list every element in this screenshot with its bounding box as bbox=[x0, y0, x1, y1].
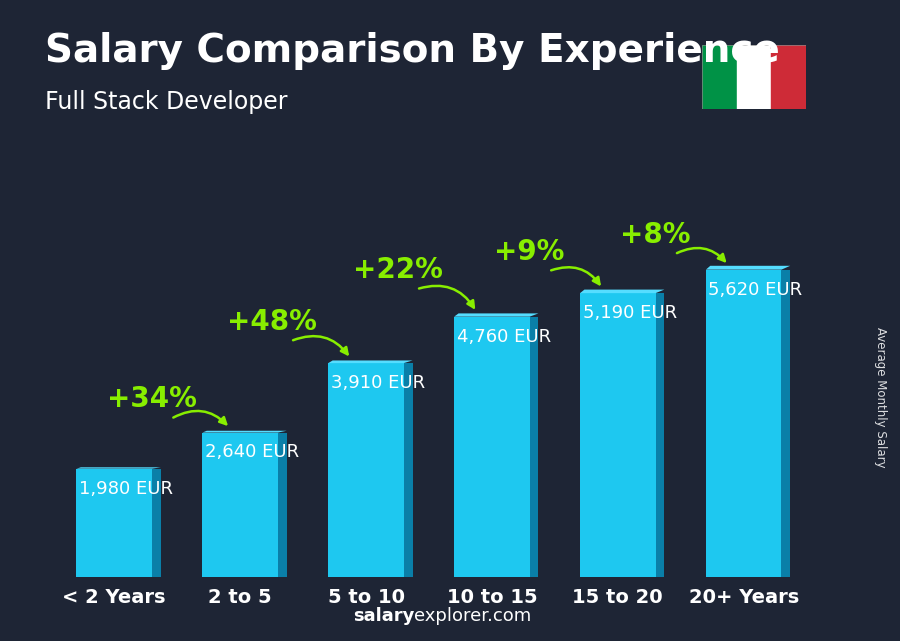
Polygon shape bbox=[580, 290, 664, 293]
Polygon shape bbox=[530, 317, 538, 577]
Bar bbox=[736, 45, 771, 109]
Polygon shape bbox=[781, 270, 790, 577]
Polygon shape bbox=[202, 431, 287, 433]
Bar bbox=[328, 363, 404, 577]
Bar bbox=[580, 293, 655, 577]
Text: Full Stack Developer: Full Stack Developer bbox=[45, 90, 287, 113]
Bar bbox=[771, 45, 806, 109]
Polygon shape bbox=[76, 467, 161, 469]
Bar bbox=[706, 270, 781, 577]
Text: 5,190 EUR: 5,190 EUR bbox=[582, 304, 677, 322]
Polygon shape bbox=[152, 469, 161, 577]
Text: +48%: +48% bbox=[227, 308, 317, 336]
Text: 2,640 EUR: 2,640 EUR bbox=[205, 444, 299, 462]
Bar bbox=[202, 433, 278, 577]
Polygon shape bbox=[278, 433, 287, 577]
Text: Average Monthly Salary: Average Monthly Salary bbox=[874, 327, 886, 468]
Text: +8%: +8% bbox=[620, 221, 691, 249]
Polygon shape bbox=[454, 313, 538, 317]
Text: Salary Comparison By Experience: Salary Comparison By Experience bbox=[45, 32, 779, 70]
Text: 1,980 EUR: 1,980 EUR bbox=[79, 479, 173, 497]
Polygon shape bbox=[404, 363, 412, 577]
Text: +22%: +22% bbox=[353, 256, 443, 284]
Bar bbox=[454, 317, 530, 577]
Polygon shape bbox=[706, 266, 790, 270]
Text: 5,620 EUR: 5,620 EUR bbox=[708, 281, 803, 299]
Text: salary: salary bbox=[353, 607, 414, 625]
Polygon shape bbox=[328, 360, 412, 363]
Polygon shape bbox=[655, 293, 664, 577]
Bar bbox=[76, 469, 152, 577]
Text: 3,910 EUR: 3,910 EUR bbox=[331, 374, 425, 392]
Bar bbox=[702, 45, 736, 109]
Text: +34%: +34% bbox=[107, 385, 197, 413]
Text: explorer.com: explorer.com bbox=[414, 607, 531, 625]
Text: 4,760 EUR: 4,760 EUR bbox=[456, 328, 551, 345]
Text: +9%: +9% bbox=[494, 238, 565, 266]
